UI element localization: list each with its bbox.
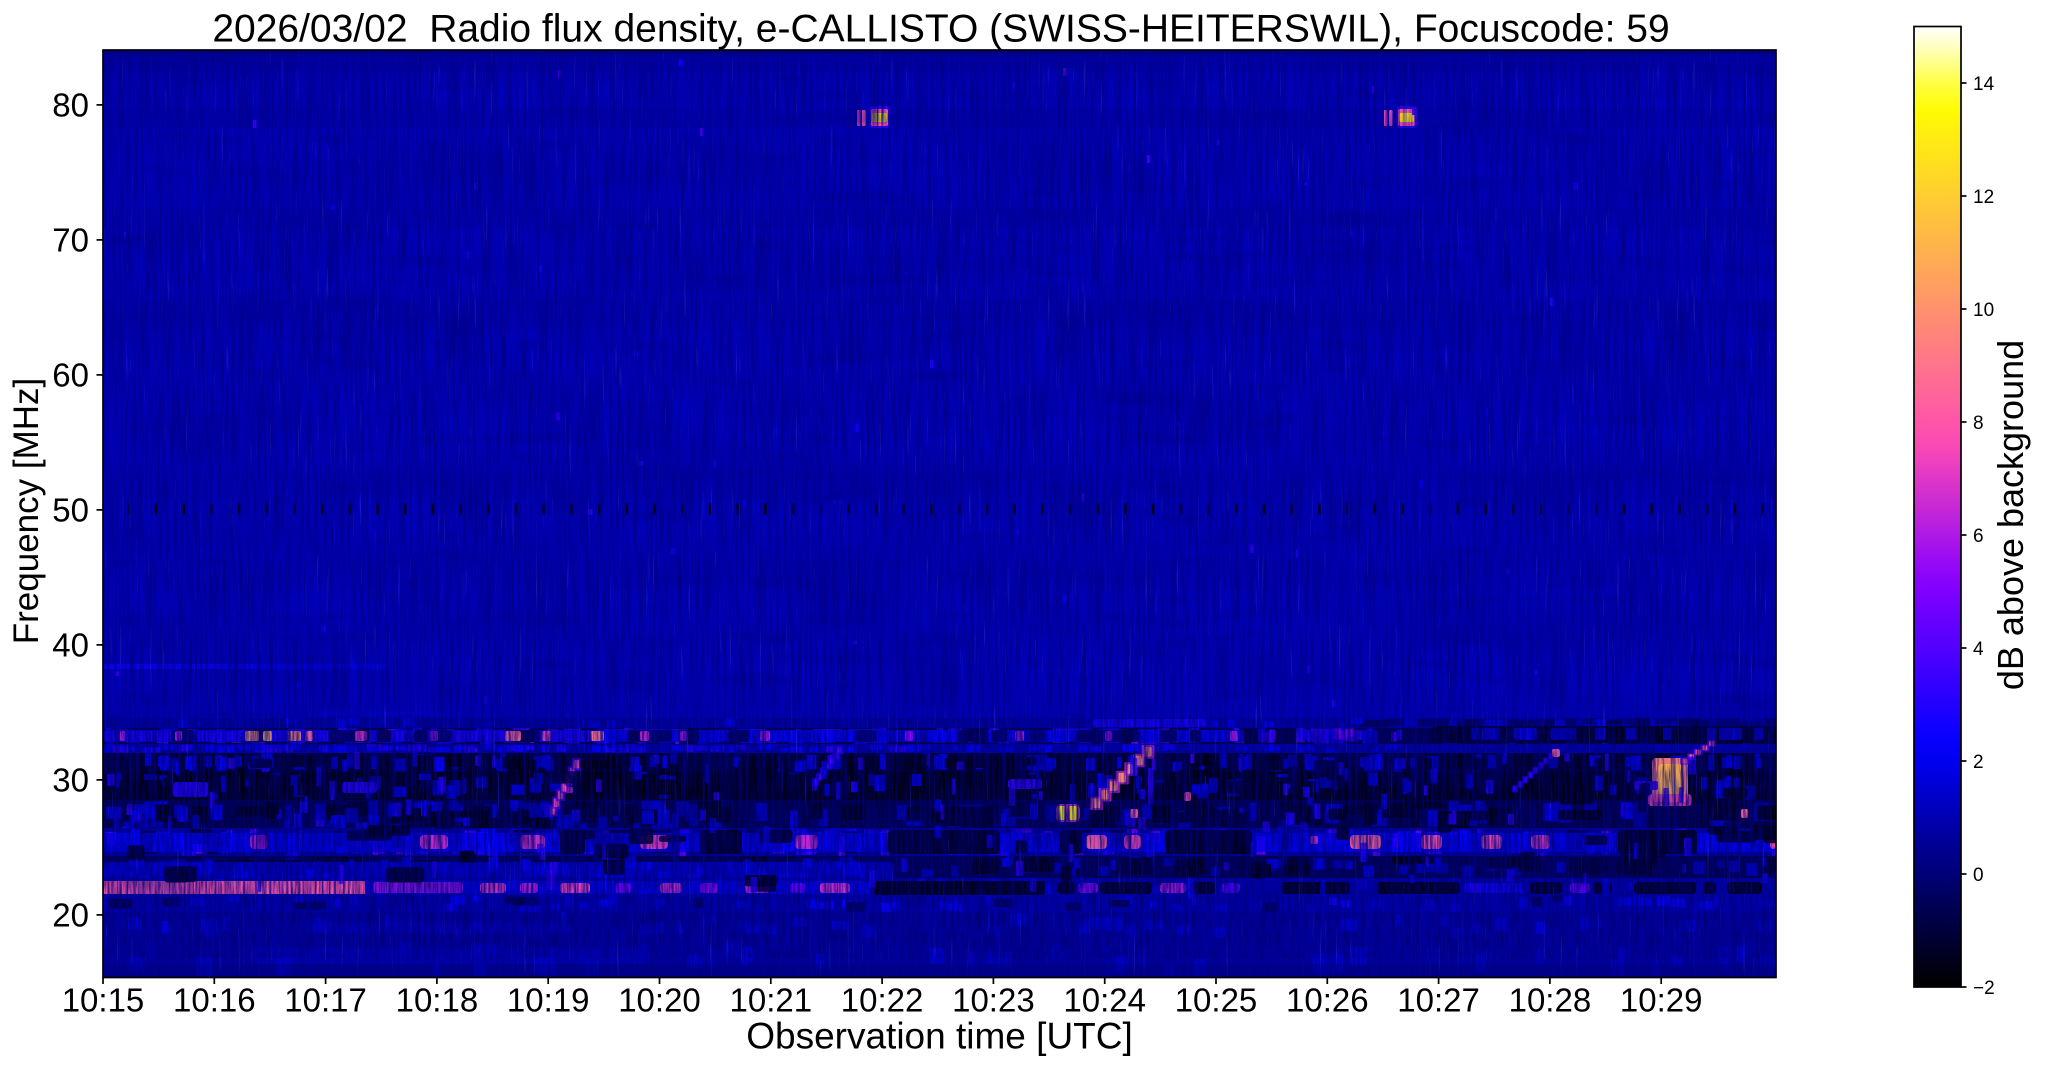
svg-text:Observation time [UTC]: Observation time [UTC] (746, 1016, 1133, 1057)
svg-text:10:17: 10:17 (284, 982, 367, 1019)
svg-text:30: 30 (52, 762, 89, 799)
svg-text:10:24: 10:24 (1063, 982, 1146, 1019)
svg-text:6: 6 (1973, 526, 1984, 547)
svg-text:10: 10 (1973, 300, 1994, 321)
svg-text:10:22: 10:22 (841, 982, 924, 1019)
svg-text:0: 0 (1973, 865, 1984, 886)
svg-text:2026/03/02 Radio flux density: 2026/03/02 Radio flux density, e-CALLIST… (212, 8, 1669, 51)
svg-text:70: 70 (52, 222, 89, 259)
svg-text:20: 20 (52, 897, 89, 934)
svg-text:80: 80 (52, 87, 89, 124)
svg-text:10:27: 10:27 (1397, 982, 1480, 1019)
svg-text:14: 14 (1973, 74, 1995, 95)
svg-text:−2: −2 (1973, 978, 1995, 999)
svg-text:40: 40 (52, 627, 89, 664)
svg-text:10:28: 10:28 (1509, 982, 1592, 1019)
svg-text:10:18: 10:18 (396, 982, 479, 1019)
svg-text:10:23: 10:23 (952, 982, 1035, 1019)
svg-text:10:16: 10:16 (173, 982, 256, 1019)
svg-text:10:15: 10:15 (62, 982, 145, 1019)
svg-text:Frequency [MHz]: Frequency [MHz] (7, 378, 46, 644)
svg-text:10:19: 10:19 (507, 982, 590, 1019)
svg-text:10:25: 10:25 (1175, 982, 1258, 1019)
svg-text:10:26: 10:26 (1286, 982, 1369, 1019)
svg-text:8: 8 (1973, 413, 1984, 434)
svg-text:50: 50 (52, 492, 89, 529)
svg-text:12: 12 (1973, 187, 1994, 208)
svg-text:10:29: 10:29 (1620, 982, 1703, 1019)
svg-text:10:21: 10:21 (730, 982, 813, 1019)
svg-text:4: 4 (1973, 639, 1984, 660)
svg-text:10:20: 10:20 (618, 982, 701, 1019)
svg-text:2: 2 (1973, 752, 1984, 773)
svg-text:dB above background: dB above background (1990, 340, 2031, 690)
svg-text:60: 60 (52, 357, 89, 394)
